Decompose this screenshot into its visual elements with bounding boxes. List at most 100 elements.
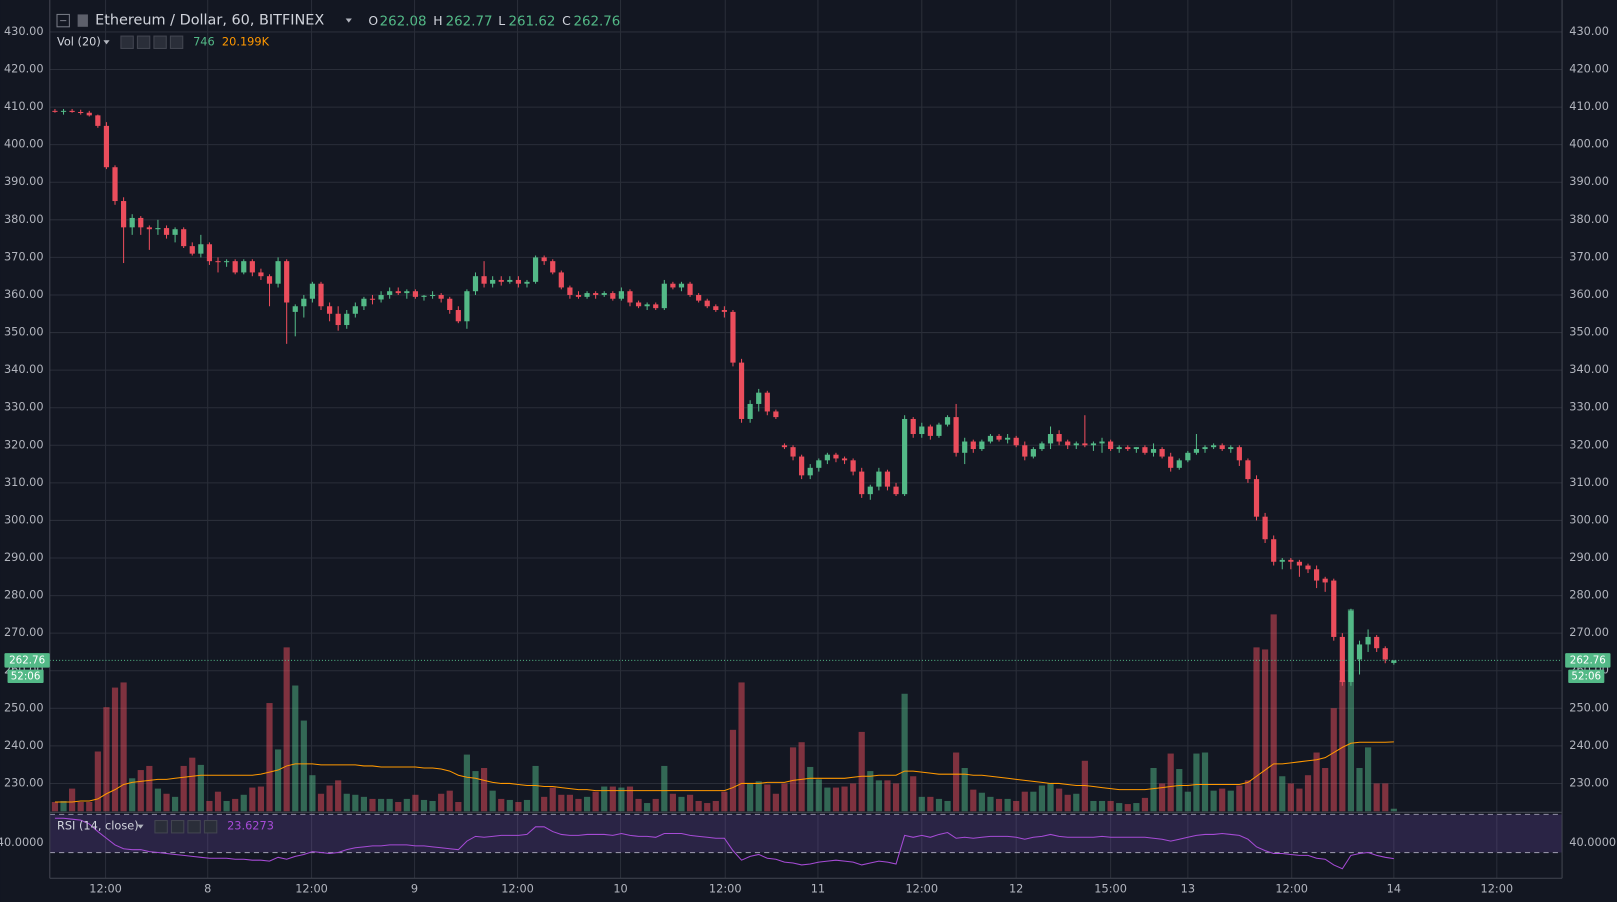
volume-bar [541, 796, 548, 812]
volume-bar [1038, 785, 1046, 812]
volume-bar [1313, 752, 1320, 812]
volume-bar [69, 788, 76, 812]
candle-body [541, 257, 547, 262]
volume-bar [1322, 767, 1329, 812]
rsi-line [54, 817, 1394, 870]
study-button[interactable] [154, 820, 168, 834]
dropdown-caret[interactable] [345, 18, 352, 23]
volume-bar [858, 731, 865, 812]
volume-bar [146, 765, 153, 812]
volume-bar [1116, 803, 1123, 812]
study-button[interactable] [187, 820, 201, 834]
candle-body [464, 291, 470, 322]
candle-body [1150, 449, 1157, 453]
ohlc-value: 262.77 [446, 15, 493, 30]
study-button[interactable] [203, 820, 218, 834]
volume-bar [566, 794, 573, 812]
study-button[interactable] [136, 35, 151, 49]
y-tick-label: 310.00 [4, 475, 44, 489]
y-tick-label-right: 410.00 [1569, 99, 1609, 113]
candle-body [550, 261, 556, 273]
volume-bar [824, 787, 831, 812]
candle-body [438, 294, 444, 299]
grid [49, 0, 1563, 879]
candle-body [987, 435, 994, 442]
candle-body [558, 272, 564, 288]
candle-body [1313, 569, 1320, 581]
candle-body [369, 298, 376, 300]
candle-body [361, 298, 367, 307]
candle-body [378, 294, 384, 300]
study-button[interactable] [120, 35, 134, 49]
volume-bar [1064, 794, 1071, 812]
candle-body [1262, 516, 1268, 540]
volume-bar [300, 720, 307, 812]
candle-body [1374, 636, 1380, 649]
candle-body [1236, 447, 1242, 461]
volume-bar [180, 765, 187, 812]
volume-bar [429, 800, 436, 812]
symbol-title[interactable]: Ethereum / Dollar, 60, BITFINEX [95, 13, 324, 29]
x-tick-label: 12:00 [501, 882, 534, 896]
study-button[interactable] [170, 820, 185, 834]
study-button[interactable] [153, 35, 167, 49]
y-tick-label-right: 270.00 [1569, 625, 1609, 639]
volume-bar [257, 786, 265, 812]
volume-bar [335, 780, 342, 812]
y-tick-label: 290.00 [4, 550, 44, 564]
study-button[interactable] [169, 35, 184, 49]
volume-bar [1382, 783, 1389, 812]
candle-body [627, 291, 633, 303]
volume-bar [1330, 708, 1337, 812]
volume-bar [480, 767, 488, 812]
countdown-badge [1568, 669, 1605, 684]
volume-bar [369, 798, 376, 812]
volume-bar [154, 788, 162, 812]
rsi-legend[interactable]: RSI (14, close) [57, 819, 139, 833]
candle-body [593, 293, 599, 295]
volume-bar [1244, 780, 1252, 812]
candle-body [86, 112, 92, 116]
candle-body [1211, 445, 1217, 448]
candle-body [661, 283, 667, 309]
volume-bar [455, 802, 462, 812]
volume-bar [1373, 783, 1380, 812]
volume-bar [506, 799, 513, 812]
candle-body [155, 228, 161, 230]
candle-body [163, 228, 170, 235]
volume-bar [618, 787, 625, 812]
volume-ma-value: 20.199K [222, 34, 270, 48]
ohlc-label: O [368, 14, 378, 28]
candle-body [824, 454, 830, 461]
candle-body [515, 279, 521, 284]
candle-body [902, 418, 908, 495]
candle-body [1082, 443, 1088, 446]
volume-bar [240, 794, 247, 812]
volume-bar [686, 794, 694, 812]
candle-body [1013, 437, 1019, 446]
y-tick-label: 370.00 [4, 249, 44, 263]
volume-ma-line [54, 741, 1394, 803]
ohlc-value: 261.62 [509, 15, 556, 30]
ohlc-label: C [562, 14, 571, 28]
volume-bar [815, 779, 822, 812]
candle-body [481, 276, 487, 284]
volume-bar [232, 798, 239, 812]
x-tick-label: 9 [411, 882, 418, 896]
dropdown-caret[interactable] [137, 824, 144, 829]
candle-body [781, 445, 788, 448]
volume-bar [764, 784, 771, 812]
y-tick-label-right: 430.00 [1569, 24, 1609, 38]
candle-body [1245, 460, 1251, 480]
candle-body [764, 392, 770, 412]
volume-bar [1176, 769, 1183, 812]
candle-body [181, 229, 187, 247]
volume-bar [1270, 614, 1277, 812]
volume-bar [875, 780, 882, 812]
volume-legend[interactable]: Vol (20) [57, 34, 101, 48]
collapse-button[interactable] [56, 13, 70, 28]
volume-bar [549, 787, 556, 812]
dropdown-caret[interactable] [103, 40, 110, 45]
price-badge-text: 262.76 [9, 654, 45, 666]
candle-body [1133, 447, 1139, 450]
